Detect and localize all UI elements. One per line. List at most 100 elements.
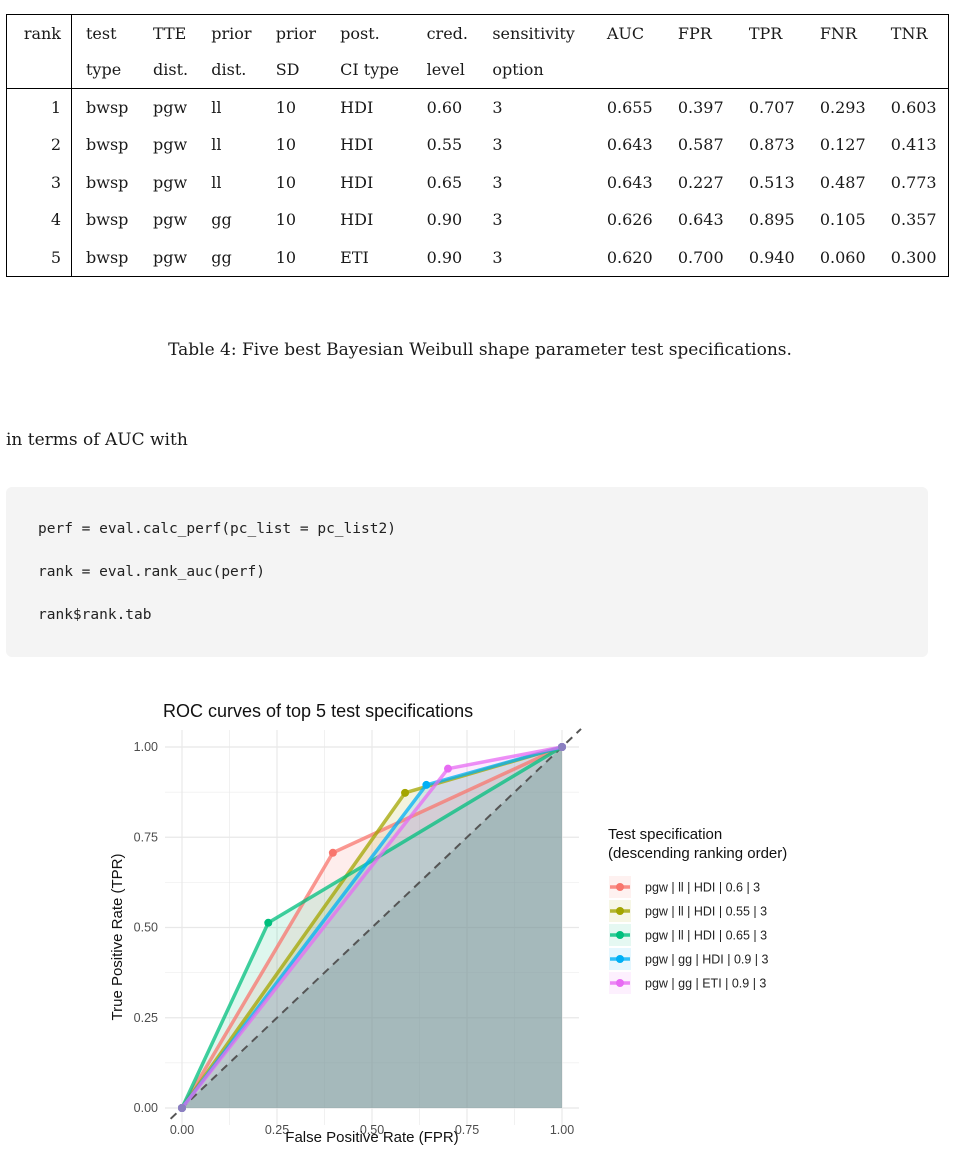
code-block: perf = eval.calc_perf(pc_list = pc_list2… <box>6 487 928 657</box>
header-row: rank test TTE prior prior post. cred. sensitivi… <box>6 14 949 52</box>
table-row: 2 bwsp pgw ll 10 HDI 0.55 3 0.643 0.587 0.873 0.127… <box>6 126 949 164</box>
table-cell: 0.293 <box>819 98 866 117</box>
x-tick-label: 0.00 <box>170 1123 194 1137</box>
table-cell: bwsp <box>86 98 129 117</box>
table-cell: pgw <box>153 98 188 117</box>
ranking-table: rank test TTE prior prior post. cred. sensitivi… <box>6 14 949 277</box>
table-cell: HDI <box>340 210 374 230</box>
table-cell: 5 <box>6 238 72 276</box>
table-cell: 3 <box>492 247 503 267</box>
column-header: cred. <box>426 23 468 43</box>
column-header: dist. <box>197 51 262 89</box>
table-cell: gg <box>211 247 232 267</box>
x-tick-label: 0.75 <box>455 1123 479 1137</box>
y-tick-label: 1.00 <box>134 740 158 754</box>
roc-point <box>178 1104 186 1112</box>
column-header: TPR <box>748 23 783 43</box>
legend-key-point <box>616 979 624 987</box>
table-cell: 0.643 <box>606 172 653 192</box>
y-tick-label: 0.00 <box>134 1101 158 1115</box>
column-header <box>592 51 664 89</box>
table-cell: 4 <box>6 201 72 239</box>
column-header: rank <box>6 14 72 52</box>
table-cell: 3 <box>6 163 72 201</box>
body-text: in terms of AUC with <box>6 430 188 450</box>
table-cell: 3 <box>492 210 503 230</box>
table-cell: 10 <box>275 135 297 155</box>
column-header <box>663 51 735 89</box>
legend-label: pgw | gg | HDI | 0.9 | 3 <box>645 953 769 967</box>
column-header <box>734 51 806 89</box>
table-cell: 0.55 <box>426 135 463 155</box>
table-cell: 0.587 <box>677 135 724 155</box>
table-row: 3 bwsp pgw ll 10 HDI 0.65 3 0.643 0.227 0.513 0.487… <box>6 163 949 201</box>
table-cell: 0.60 <box>426 98 463 117</box>
table-cell: pgw <box>153 172 188 192</box>
table-cell: 10 <box>275 210 297 230</box>
code-line: perf = eval.calc_perf(pc_list = pc_list2… <box>38 521 396 537</box>
column-header: TTE <box>153 23 187 43</box>
y-tick-label: 0.25 <box>134 1011 158 1025</box>
table-cell: 2 <box>6 126 72 164</box>
table-cell: 0.707 <box>748 98 795 117</box>
table-cell: 3 <box>492 98 503 117</box>
chart-title: ROC curves of top 5 test specifications <box>163 701 473 721</box>
roc-point <box>422 780 431 789</box>
table-cell: pgw <box>153 210 188 230</box>
y-tick-label: 0.50 <box>134 921 158 935</box>
column-header: type <box>71 51 140 89</box>
table-cell: pgw <box>153 247 188 267</box>
table-cell: 0.773 <box>890 172 937 192</box>
table-cell: 0.90 <box>426 247 463 267</box>
table-cell: 0.603 <box>890 98 937 117</box>
x-tick-label: 1.00 <box>550 1123 574 1137</box>
column-header: sensitivity <box>492 23 575 43</box>
table-cell: HDI <box>340 172 374 192</box>
table-cell: bwsp <box>86 172 129 192</box>
header-row: type dist. dist. SD CI type level option <box>6 51 949 89</box>
code-line: rank$rank.tab <box>38 607 152 623</box>
table-cell: 0.487 <box>819 172 866 192</box>
column-header: FNR <box>819 23 857 43</box>
table-cell: 0.300 <box>890 247 937 267</box>
legend-key-point <box>616 907 624 915</box>
table-caption: Table 4: Five best Bayesian Weibull shap… <box>168 340 792 360</box>
table-cell: 0.940 <box>748 247 795 267</box>
column-header: post. <box>340 23 380 43</box>
roc-chart: ROC curves of top 5 test specifications … <box>109 701 787 1146</box>
table-row: 1 bwsp pgw ll 10 HDI 0.60 3 0.655 0.397 0.707 0.293… <box>6 88 949 126</box>
legend-key-point <box>616 955 624 963</box>
table-cell: 0.105 <box>819 210 866 230</box>
table-cell: 0.90 <box>426 210 463 230</box>
column-header: TNR <box>890 23 928 43</box>
table-cell: bwsp <box>86 247 129 267</box>
legend-key-point <box>616 883 624 891</box>
table-cell: 0.700 <box>677 247 724 267</box>
table-cell: 0.227 <box>677 172 724 192</box>
table-cell: 0.643 <box>677 210 724 230</box>
table-cell: 3 <box>492 135 503 155</box>
table-cell: 0.127 <box>819 135 866 155</box>
table-cell: bwsp <box>86 210 129 230</box>
table-row: 5 bwsp pgw gg 10 ETI 0.90 3 0.620 0.700 0.940 0.060… <box>6 238 949 276</box>
legend-title: Test specification <box>608 826 722 843</box>
table-cell: 0.655 <box>606 98 653 117</box>
column-header: AUC <box>606 23 645 43</box>
x-axis-label: False Positive Rate (FPR) <box>285 1129 458 1146</box>
roc-point <box>444 764 452 773</box>
table-cell: 0.397 <box>677 98 724 117</box>
table-cell: 10 <box>275 247 297 267</box>
diagonal-reference-line <box>169 728 582 1120</box>
column-header: prior <box>275 23 317 43</box>
column-header: prior <box>211 23 252 43</box>
table-cell: ll <box>211 98 222 117</box>
column-header <box>6 51 72 89</box>
column-header <box>876 51 949 89</box>
table-cell: gg <box>211 210 232 230</box>
table-cell: ll <box>211 172 222 192</box>
table-cell: 0.65 <box>426 172 463 192</box>
table-cell: 0.060 <box>819 247 866 267</box>
legend-subtitle: (descending ranking order) <box>608 845 787 862</box>
column-header <box>805 51 877 89</box>
table-cell: HDI <box>340 135 374 155</box>
